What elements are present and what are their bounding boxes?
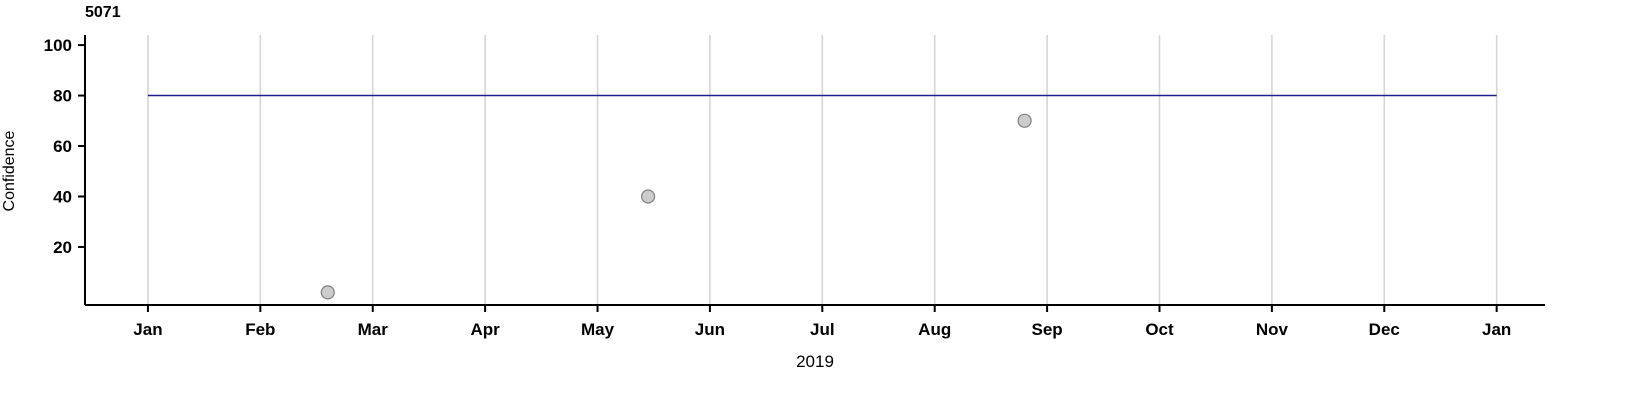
x-tick-label: Jan: [133, 320, 162, 339]
y-tick-label: 100: [44, 36, 72, 55]
y-tick-label: 60: [53, 137, 72, 156]
x-tick-label: Sep: [1032, 320, 1063, 339]
x-tick-label: Aug: [918, 320, 951, 339]
x-axis-title: 2019: [796, 352, 834, 371]
x-tick-label: Oct: [1145, 320, 1174, 339]
x-tick-label: Apr: [470, 320, 500, 339]
chart-title: 5071: [85, 4, 121, 21]
x-tick-label: Dec: [1369, 320, 1400, 339]
x-tick-label: Mar: [358, 320, 389, 339]
x-tick-label: May: [581, 320, 615, 339]
y-tick-label: 40: [53, 187, 72, 206]
x-tick-label: Jan: [1482, 320, 1511, 339]
y-tick-label: 80: [53, 87, 72, 106]
data-point: [1017, 113, 1032, 128]
y-axis-title: Confidence: [1, 130, 18, 212]
data-point: [640, 189, 656, 204]
x-tick-label: Jul: [810, 320, 835, 339]
x-tick-label: Feb: [245, 320, 275, 339]
x-tick-label: Jun: [695, 320, 725, 339]
x-tick-label: Nov: [1256, 320, 1289, 339]
y-tick-label: 20: [53, 238, 72, 257]
data-point: [320, 285, 335, 300]
